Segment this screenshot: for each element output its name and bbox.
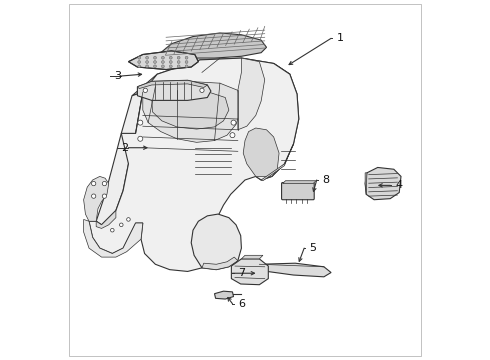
Polygon shape — [243, 128, 279, 176]
FancyBboxPatch shape — [282, 183, 314, 200]
Circle shape — [92, 194, 96, 198]
Circle shape — [138, 136, 143, 141]
Text: 1: 1 — [337, 33, 343, 43]
Circle shape — [170, 56, 172, 59]
FancyBboxPatch shape — [147, 97, 156, 103]
Circle shape — [200, 88, 204, 93]
Text: 5: 5 — [310, 243, 317, 253]
Circle shape — [177, 65, 180, 68]
Circle shape — [231, 120, 236, 125]
Circle shape — [102, 181, 107, 186]
Text: 6: 6 — [238, 299, 245, 309]
Text: 8: 8 — [322, 175, 329, 185]
Circle shape — [161, 65, 164, 68]
Circle shape — [185, 56, 188, 59]
Polygon shape — [283, 181, 316, 184]
Polygon shape — [161, 33, 267, 58]
Polygon shape — [259, 263, 331, 277]
Polygon shape — [261, 144, 294, 181]
Circle shape — [170, 65, 172, 68]
Polygon shape — [256, 63, 299, 180]
Polygon shape — [238, 58, 265, 130]
Polygon shape — [84, 220, 143, 257]
Polygon shape — [365, 173, 367, 194]
Circle shape — [153, 56, 156, 59]
FancyBboxPatch shape — [139, 97, 147, 103]
Circle shape — [146, 60, 148, 63]
Polygon shape — [84, 176, 109, 221]
Circle shape — [153, 65, 156, 68]
Polygon shape — [231, 259, 269, 285]
FancyBboxPatch shape — [194, 97, 203, 103]
Polygon shape — [96, 92, 143, 225]
Circle shape — [153, 60, 156, 63]
Polygon shape — [202, 257, 238, 270]
Polygon shape — [191, 214, 242, 270]
Circle shape — [102, 194, 107, 198]
Circle shape — [185, 60, 188, 63]
Polygon shape — [137, 80, 211, 100]
Circle shape — [92, 181, 96, 186]
Circle shape — [120, 223, 123, 226]
Polygon shape — [152, 90, 229, 129]
Circle shape — [138, 60, 141, 63]
Circle shape — [126, 218, 130, 221]
Polygon shape — [137, 80, 207, 89]
Polygon shape — [143, 81, 242, 142]
Polygon shape — [242, 255, 263, 259]
Text: 3: 3 — [114, 71, 121, 81]
Polygon shape — [132, 58, 290, 96]
Polygon shape — [365, 167, 401, 200]
Circle shape — [161, 56, 164, 59]
Circle shape — [111, 228, 114, 232]
Circle shape — [146, 56, 148, 59]
Circle shape — [170, 60, 172, 63]
Polygon shape — [89, 58, 299, 271]
Polygon shape — [215, 291, 234, 299]
Circle shape — [146, 65, 148, 68]
Circle shape — [185, 65, 188, 68]
Text: 2: 2 — [122, 143, 128, 153]
FancyBboxPatch shape — [203, 97, 212, 103]
Circle shape — [138, 56, 141, 59]
Circle shape — [177, 60, 180, 63]
Circle shape — [161, 60, 164, 63]
Text: 4: 4 — [395, 180, 403, 190]
Circle shape — [177, 56, 180, 59]
Circle shape — [138, 120, 143, 125]
Polygon shape — [128, 51, 198, 69]
Circle shape — [138, 65, 141, 68]
Polygon shape — [96, 211, 116, 228]
Circle shape — [143, 88, 147, 93]
Circle shape — [230, 133, 235, 138]
Text: 7: 7 — [238, 268, 245, 278]
